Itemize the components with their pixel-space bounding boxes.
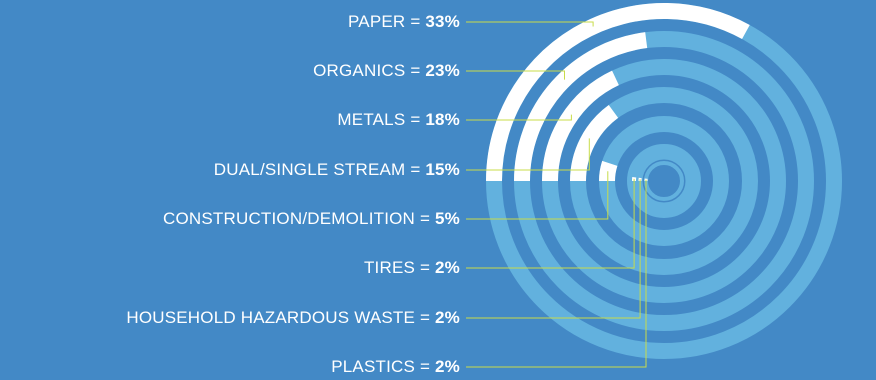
ring-value-paper xyxy=(486,3,750,182)
label-organics: ORGANICS = 23% xyxy=(313,61,460,80)
label-household-hazardous-waste: HOUSEHOLD HAZARDOUS WASTE = 2% xyxy=(126,308,460,327)
ring-track-plastics xyxy=(644,161,684,201)
category-name: CONSTRUCTION/DEMOLITION xyxy=(162,209,416,228)
category-value: 2% xyxy=(435,357,460,376)
category-value: 15% xyxy=(425,160,460,179)
leader-line-organics xyxy=(466,70,565,80)
category-name: DUAL/SINGLE STREAM xyxy=(213,160,406,179)
category-value: 18% xyxy=(425,110,460,129)
leader-line-plastics xyxy=(466,179,647,368)
ring-value-dual-single-stream xyxy=(570,104,619,182)
leader-line-dual-single-stream xyxy=(466,138,590,171)
category-name: HOUSEHOLD HAZARDOUS WASTE xyxy=(126,308,416,327)
label-metals: METALS = 18% xyxy=(337,110,460,129)
category-name: METALS xyxy=(337,110,406,129)
category-name: ORGANICS xyxy=(313,61,406,80)
leader-line-paper xyxy=(466,21,594,27)
label-plastics: PLASTICS = 2% xyxy=(331,357,460,376)
label-dual-single-stream: DUAL/SINGLE STREAM = 15% xyxy=(213,160,460,179)
leader-line-household-hazardous-waste xyxy=(466,179,641,319)
category-value: 2% xyxy=(435,308,460,327)
ring-track-tires xyxy=(627,144,701,218)
leader-line-metals xyxy=(466,114,572,121)
category-value: 2% xyxy=(435,258,460,277)
category-name: PLASTICS xyxy=(331,357,416,376)
label-tires: TIRES = 2% xyxy=(363,258,460,277)
category-name: TIRES xyxy=(363,258,416,277)
category-value: 5% xyxy=(435,209,460,228)
category-value: 33% xyxy=(425,12,460,31)
ring-value-organics xyxy=(514,32,648,182)
leader-line-tires xyxy=(466,178,635,269)
label-paper: PAPER = 33% xyxy=(348,12,460,31)
category-value: 23% xyxy=(425,61,460,80)
leader-line-construction-demolition xyxy=(466,171,609,220)
ring-track-construction-demolition xyxy=(599,116,729,246)
category-name: PAPER xyxy=(348,12,406,31)
label-construction-demolition: CONSTRUCTION/DEMOLITION = 5% xyxy=(162,209,460,228)
